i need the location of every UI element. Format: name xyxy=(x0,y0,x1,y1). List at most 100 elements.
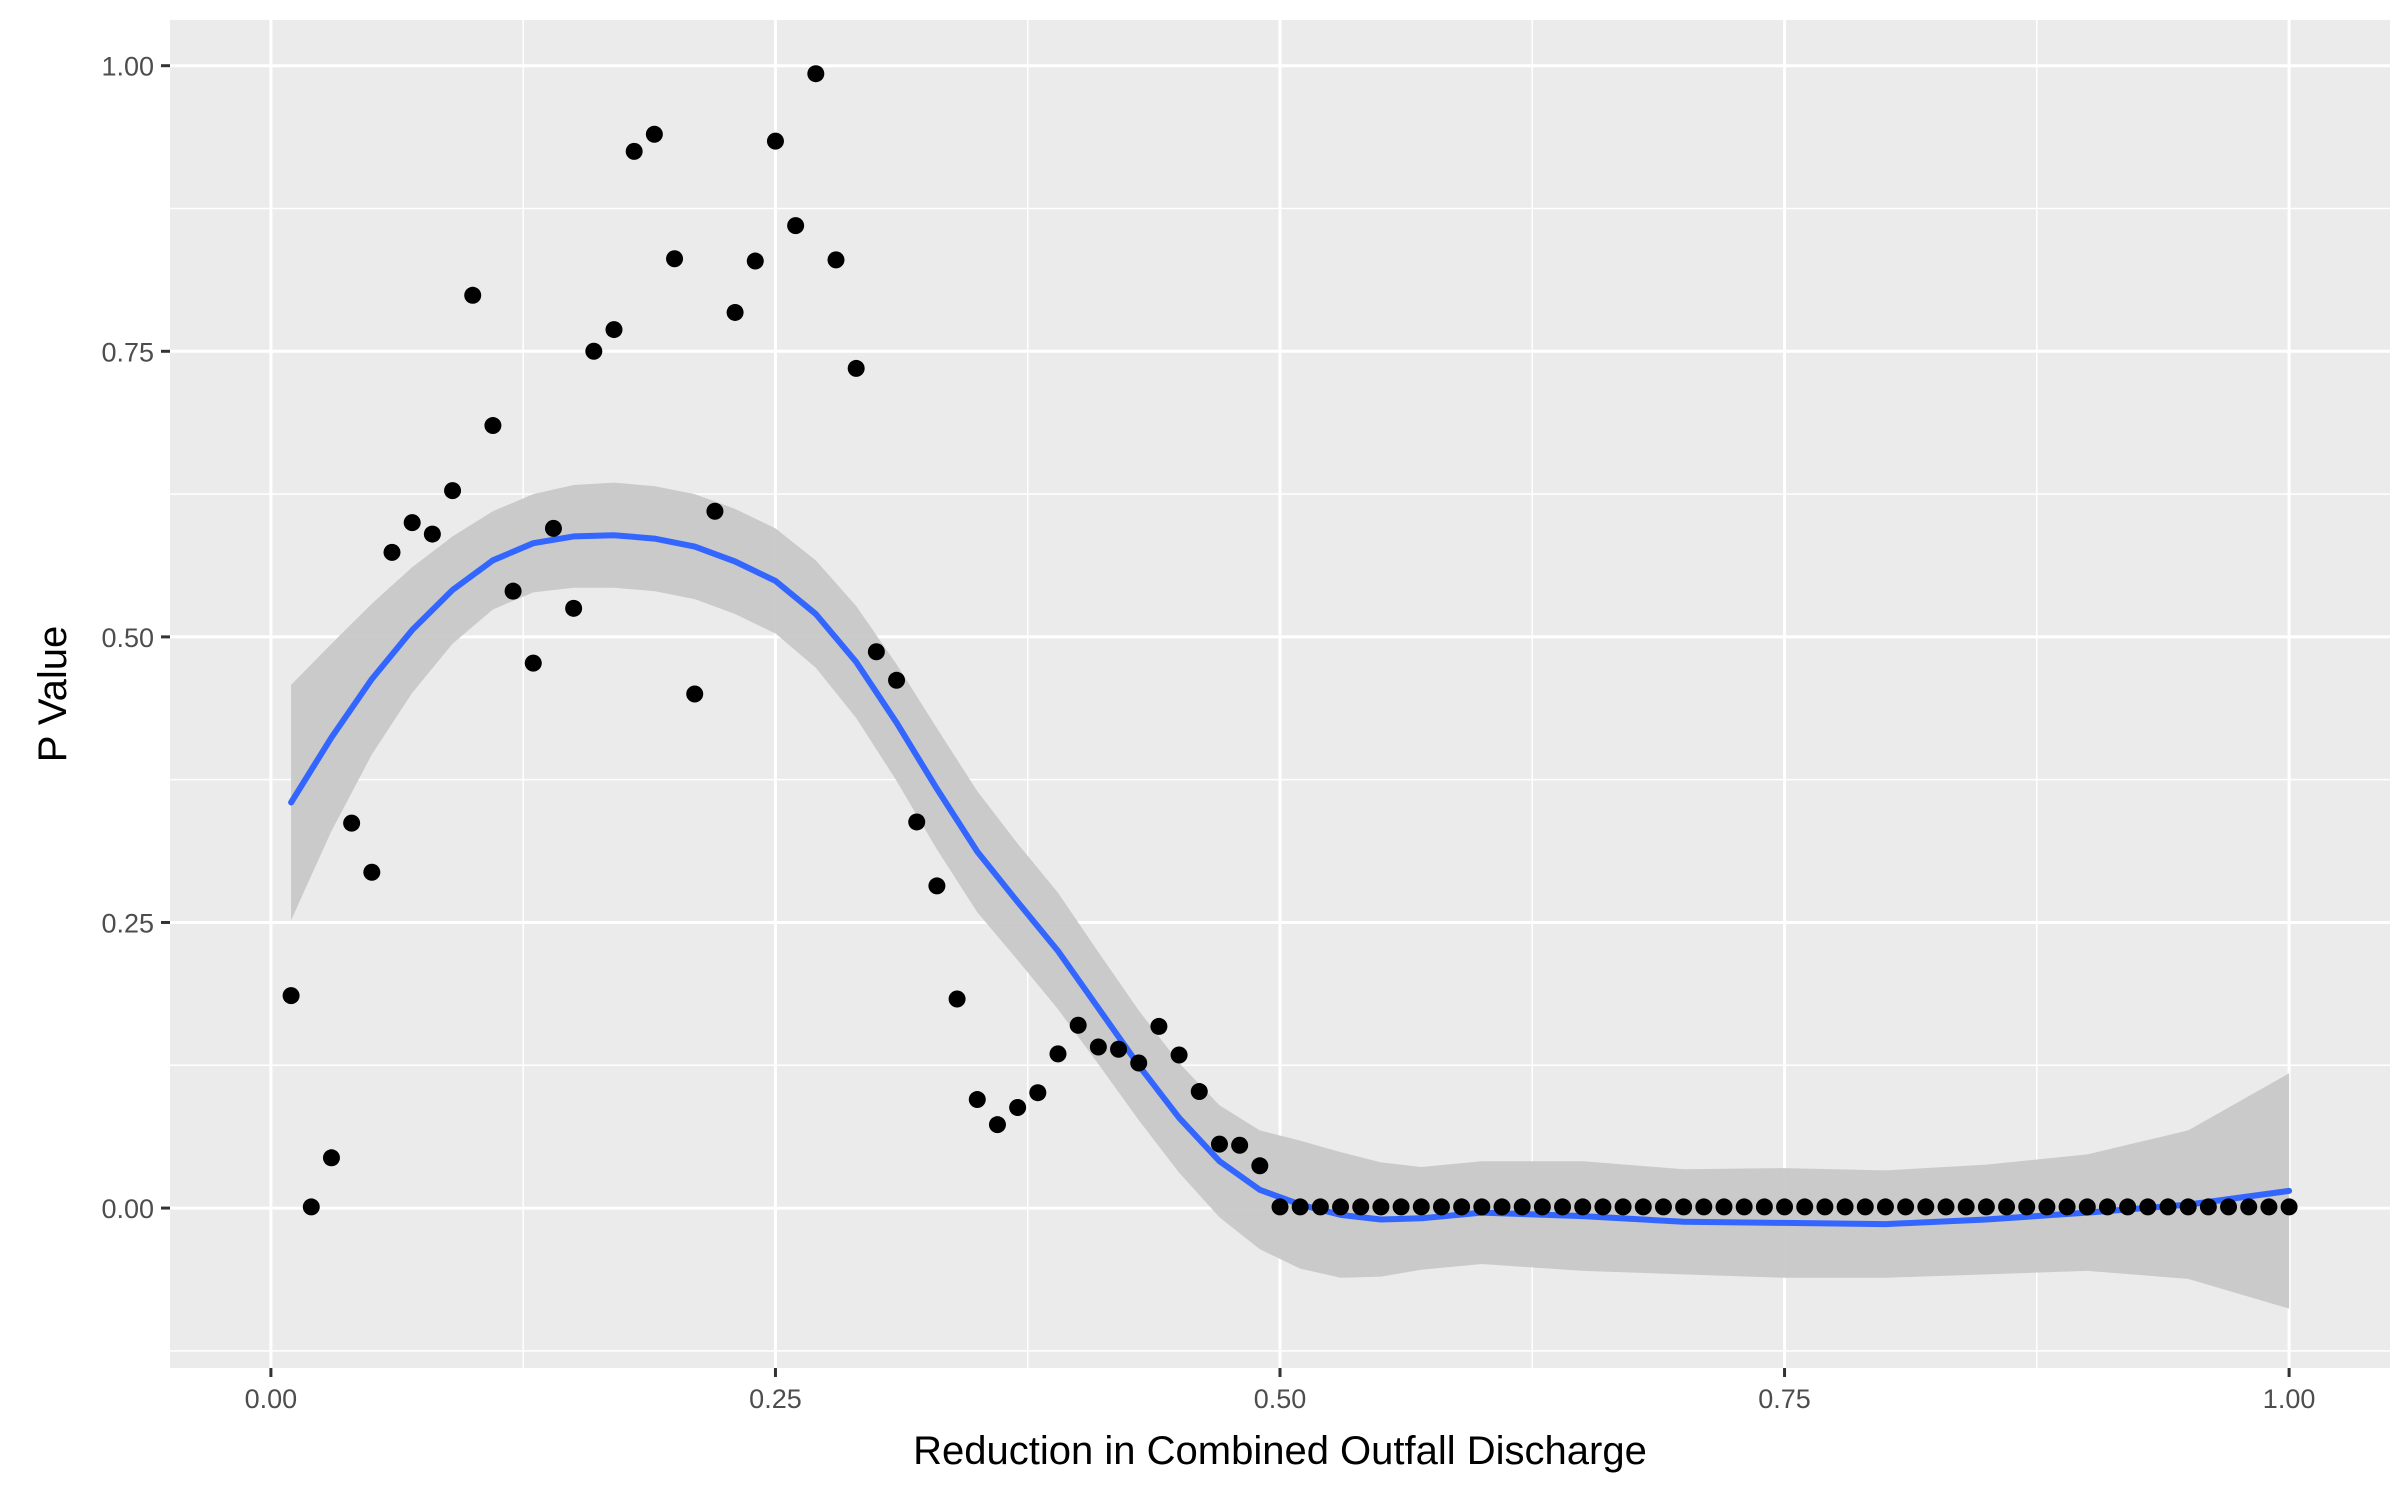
x-axis: 0.00 0.25 0.50 0.75 1.00 xyxy=(245,1368,2316,1414)
data-point xyxy=(2179,1198,2197,1216)
data-point xyxy=(1836,1198,1854,1216)
data-point xyxy=(605,321,623,339)
data-point xyxy=(1917,1198,1935,1216)
data-point xyxy=(706,502,724,520)
data-point xyxy=(948,990,966,1008)
data-point xyxy=(2119,1198,2137,1216)
data-point xyxy=(625,142,643,160)
data-point xyxy=(847,359,865,377)
x-tick-label: 0.50 xyxy=(1254,1384,1307,1414)
data-point xyxy=(1998,1198,2016,1216)
data-point xyxy=(322,1149,340,1167)
data-point xyxy=(1291,1198,1309,1216)
data-point xyxy=(1311,1198,1329,1216)
data-point xyxy=(827,251,845,269)
y-tick-label: 0.00 xyxy=(101,1194,154,1224)
data-point xyxy=(1453,1198,1471,1216)
data-point xyxy=(1150,1017,1168,1035)
data-point xyxy=(302,1198,320,1216)
data-point xyxy=(928,877,946,895)
data-point xyxy=(585,342,603,360)
data-point xyxy=(726,303,744,321)
data-point xyxy=(1796,1198,1814,1216)
data-point xyxy=(444,482,462,500)
data-point xyxy=(645,125,663,143)
data-point xyxy=(1170,1046,1188,1064)
data-point xyxy=(1332,1198,1350,1216)
data-point xyxy=(1533,1198,1551,1216)
data-point xyxy=(1634,1198,1652,1216)
data-point xyxy=(1432,1198,1450,1216)
data-point xyxy=(1352,1198,1370,1216)
data-point xyxy=(1049,1045,1067,1063)
y-tick-label: 0.75 xyxy=(101,337,154,367)
data-point xyxy=(1675,1198,1693,1216)
data-point xyxy=(807,65,825,83)
data-point xyxy=(666,250,684,268)
data-point xyxy=(1856,1198,1874,1216)
data-point xyxy=(1069,1016,1087,1034)
data-point xyxy=(1816,1198,1834,1216)
data-point xyxy=(1089,1038,1107,1056)
data-point xyxy=(968,1091,986,1109)
data-point xyxy=(787,217,805,235)
data-point xyxy=(1251,1157,1269,1175)
data-point xyxy=(1372,1198,1390,1216)
data-point xyxy=(686,685,704,703)
data-point xyxy=(988,1116,1006,1134)
data-point xyxy=(464,286,482,304)
data-point xyxy=(888,671,906,689)
data-point xyxy=(1473,1198,1491,1216)
data-point xyxy=(1654,1198,1672,1216)
y-tick-label: 1.00 xyxy=(101,52,154,82)
x-tick-label: 0.00 xyxy=(245,1384,298,1414)
data-point xyxy=(484,417,502,435)
data-point xyxy=(1957,1198,1975,1216)
data-point xyxy=(1029,1084,1047,1102)
data-point xyxy=(2159,1198,2177,1216)
data-point xyxy=(1392,1198,1410,1216)
data-point xyxy=(403,514,421,532)
data-point xyxy=(1594,1198,1612,1216)
data-point xyxy=(2280,1198,2298,1216)
data-point xyxy=(1190,1083,1208,1101)
data-point xyxy=(1412,1198,1430,1216)
data-point xyxy=(2078,1198,2096,1216)
smooth-line-layer xyxy=(288,532,2293,1228)
data-point xyxy=(1210,1135,1228,1153)
data-point xyxy=(2139,1198,2157,1216)
data-point xyxy=(1695,1198,1713,1216)
data-point xyxy=(2199,1198,2217,1216)
y-tick-label: 0.50 xyxy=(101,623,154,653)
data-point xyxy=(565,599,583,617)
data-point xyxy=(1554,1198,1572,1216)
data-point xyxy=(1493,1198,1511,1216)
data-point xyxy=(1614,1198,1632,1216)
data-point xyxy=(2058,1198,2076,1216)
data-point xyxy=(1735,1198,1753,1216)
data-point xyxy=(524,654,542,672)
data-point xyxy=(363,863,381,881)
y-axis: 0.00 0.25 0.50 0.75 1.00 xyxy=(101,52,170,1224)
data-point xyxy=(1755,1198,1773,1216)
data-point xyxy=(1231,1136,1249,1154)
data-point xyxy=(423,525,441,543)
data-point xyxy=(1776,1198,1794,1216)
data-point xyxy=(504,582,522,600)
data-point xyxy=(1513,1198,1531,1216)
data-point xyxy=(1897,1198,1915,1216)
data-point xyxy=(544,519,562,537)
smooth-trend-line xyxy=(288,532,2293,1228)
data-point xyxy=(1271,1198,1289,1216)
y-tick-label: 0.25 xyxy=(101,908,154,938)
data-point xyxy=(1574,1198,1592,1216)
x-tick-label: 0.25 xyxy=(749,1384,802,1414)
data-point xyxy=(343,814,361,832)
data-point xyxy=(1977,1198,1995,1216)
data-point xyxy=(746,252,764,270)
x-axis-title: Reduction in Combined Outfall Discharge xyxy=(913,1429,1647,1473)
data-point xyxy=(2220,1198,2238,1216)
x-tick-label: 1.00 xyxy=(2263,1384,2316,1414)
data-point xyxy=(908,813,926,831)
data-point xyxy=(1130,1054,1148,1072)
